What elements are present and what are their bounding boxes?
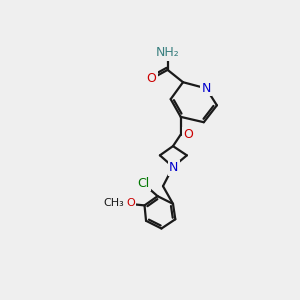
- Text: Cl: Cl: [137, 177, 149, 190]
- Text: O: O: [126, 198, 135, 208]
- Text: N: N: [169, 161, 178, 174]
- Text: O: O: [146, 72, 156, 85]
- Text: N: N: [201, 82, 211, 95]
- Text: NH₂: NH₂: [156, 46, 179, 59]
- Text: CH₃: CH₃: [103, 198, 124, 208]
- Text: O: O: [184, 128, 193, 141]
